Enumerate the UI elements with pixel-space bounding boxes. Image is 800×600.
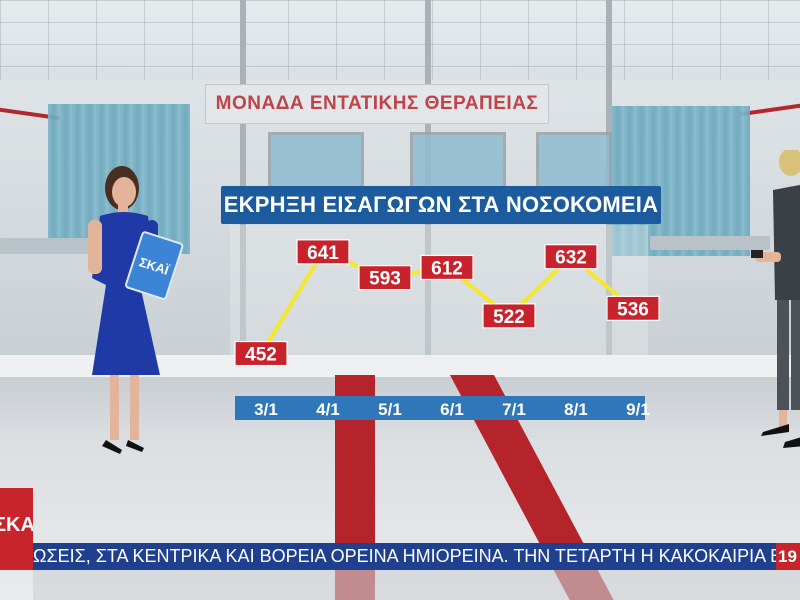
pillar [240,0,246,360]
window [536,132,612,198]
floor-band [0,355,800,377]
hospital-bed [0,238,95,254]
window [410,132,506,198]
ceiling [0,0,800,90]
wall-sign: ΜΟΝΑΔΑ ΕΝΤΑΤΙΚΗΣ ΘΕΡΑΠΕΙΑΣ [205,84,549,124]
window [268,132,364,198]
ticker-end: 19 [776,543,800,570]
channel-logo: ΣΚΑΪ [0,488,33,570]
curtain-right [612,106,750,256]
ticker-text: ΩΣΕΙΣ, ΣΤΑ ΚΕΝΤΡΙΚΑ ΚΑΙ ΒΟΡΕΙΑ ΟΡΕΙΝΑ ΗΜ… [33,546,800,566]
hospital-bed [650,236,770,250]
presenter-left: ΣΚΑΪ [88,166,184,454]
ticker-shadow [33,570,800,600]
channel-logo-text: ΣΚΑΪ [0,514,33,536]
news-ticker: ΩΣΕΙΣ, ΣΤΑ ΚΕΝΤΡΙΚΑ ΚΑΙ ΒΟΡΕΙΑ ΟΡΕΙΝΑ ΗΜ… [33,543,800,570]
presenter-right [751,150,800,448]
